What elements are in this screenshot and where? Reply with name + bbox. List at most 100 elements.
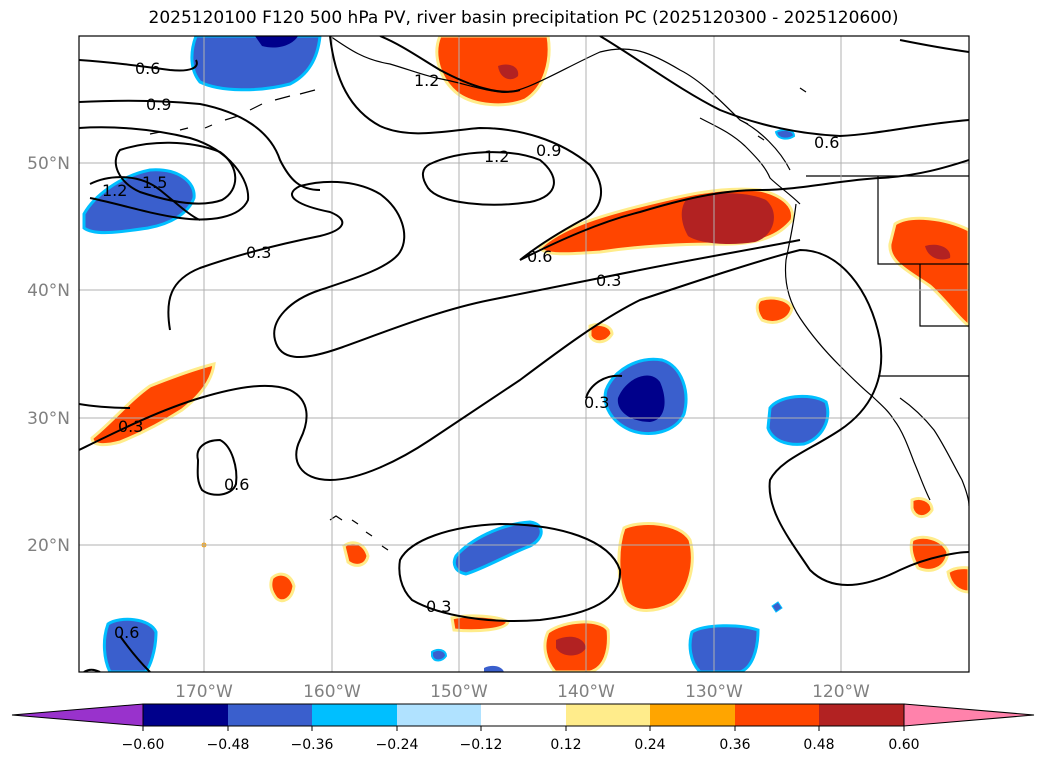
precip-region [771,601,783,613]
contour-label: 0.6 [114,623,139,642]
pv-contour [167,180,801,358]
coastline-aleutians [149,89,316,135]
contour-label: 1.5 [142,173,167,192]
contour-labels: 0.6 0.9 1.2 1.5 1.2 1.2 0.9 0.6 0.3 0.3 … [102,59,839,642]
colorbar-tick-label: 0.24 [634,737,665,753]
lat-tick-label: 40°N [27,281,70,301]
lon-tick-label: 140°W [557,682,615,702]
colorbar-frame [142,703,905,727]
precip-region [556,636,586,656]
lon-tick-label: 120°W [812,682,870,702]
precip-region [342,541,370,567]
precip-region [766,394,830,446]
contour-label: 0.3 [426,597,451,616]
precip-region [90,362,216,447]
precip-region [688,624,760,672]
contour-label: 0.6 [135,59,160,78]
colorbar-tick-label: −0.24 [376,737,419,753]
colorbar-tick-label: 0.36 [719,737,750,753]
precip-region [431,648,448,662]
coastline-baja [893,397,969,507]
pv-contour [329,36,602,261]
pv-contour [119,635,151,672]
colorbar-bin [397,704,481,726]
pv-contour [79,403,131,409]
contour-label: 0.3 [584,393,609,412]
map-frame [78,35,970,673]
pv-contour [585,374,623,399]
colorbar-tick-label: −0.36 [291,737,334,753]
precip-region [946,566,969,594]
colorbar-tick-label: 0.48 [803,737,834,753]
pv-contour [79,126,250,221]
lon-tick-labels: 170°W 160°W 150°W 140°W 130°W 120°W [175,682,870,702]
colorbar-bin [312,704,397,726]
lon-tick-label: 170°W [175,682,233,702]
pv-contour [398,522,622,623]
pv-contour [422,151,555,206]
contour-label: 0.6 [527,247,552,266]
colorbar-tick-label: 0.60 [888,737,919,753]
coastline-westcoast [784,203,895,421]
precip-region [681,193,774,244]
precip-negative-regions [82,36,830,672]
lon-tick-label: 160°W [303,682,361,702]
pv-contour [79,99,321,191]
contour-label: 1.2 [102,181,127,200]
coastlines [149,36,969,551]
precip-region [484,665,504,672]
lon-tick-label: 130°W [685,682,743,702]
pv-contour [114,141,237,205]
coastline-alaska [329,36,791,171]
lat-tick-label: 30°N [27,409,70,429]
pv-contour [379,36,521,93]
precip-region [774,128,796,140]
colorbar-bin [650,704,735,726]
colorbar-bin [481,704,566,726]
precip-region [925,244,951,260]
contour-label: 0.9 [146,95,171,114]
colorbar-tick-label: −0.12 [460,737,503,753]
contour-label: 0.6 [224,475,249,494]
precip-region [617,375,665,422]
coastline-bc [699,117,801,205]
gridlines [79,36,969,672]
pv-contour [89,176,201,221]
precip-region [190,36,322,92]
lat-tick-labels: 50°N 40°N 30°N 20°N [27,154,70,556]
map-title: 2025120100 F120 500 hPa PV, river basin … [148,8,899,28]
precip-region [755,296,794,324]
contour-label: 1.2 [414,71,439,90]
colorbar-tick-label: −0.48 [207,737,250,753]
precip-region [450,614,510,633]
pv-contour [899,39,969,53]
colorbar-bin [566,704,650,726]
colorbar-extend-low [11,703,144,727]
contour-label: 1.2 [484,147,509,166]
contour-label: 0.3 [596,271,621,290]
colorbar-bin [735,704,819,726]
colorbar-tick-label: −0.60 [122,737,165,753]
colorbar: −0.60 −0.48 −0.36 −0.24 −0.12 0.12 0.24 … [11,703,1035,753]
precip-region [588,322,614,344]
precip-region [255,36,298,48]
precip-region [435,36,551,107]
colorbar-bin [143,704,228,726]
contour-label: 0.3 [118,417,143,436]
precip-region [617,522,694,612]
precip-region [888,216,969,328]
colorbar-tick-label: 0.12 [550,737,581,753]
pv-contour [79,248,969,586]
pv-contour [519,159,969,261]
precip-region [498,64,519,80]
precip-region [82,168,196,235]
colorbar-ticks [142,726,905,731]
pv-contours [79,36,969,672]
precip-region [452,520,543,576]
map-panel: 0.6 0.9 1.2 1.5 1.2 1.2 0.9 0.6 0.3 0.3 … [79,36,969,672]
contour-label: 0.9 [536,141,561,160]
lat-tick-label: 50°N [27,154,70,174]
pv-contour [79,59,198,72]
pv-contour [599,36,969,138]
